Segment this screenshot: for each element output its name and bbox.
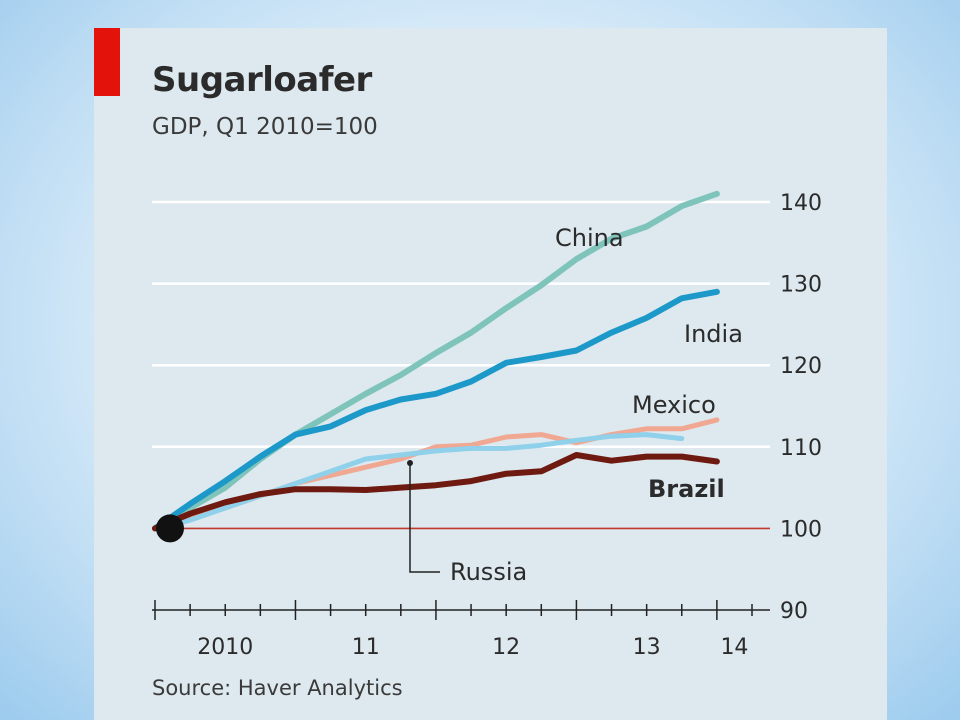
russia-leader-line [409,463,440,573]
series-label-china: China [555,224,624,252]
y-tick-label-90: 90 [780,599,808,624]
chart-subtitle: GDP, Q1 2010=100 [152,114,378,140]
start-marker-group [156,514,184,543]
x-tick-label-11: 11 [352,635,380,660]
x-tick-label-12: 12 [492,635,520,660]
series-label-brazil: Brazil [648,475,725,503]
series-line-brazil [152,452,720,532]
x-tick-label-13: 13 [633,635,661,660]
series-label-russia: Russia [450,558,527,586]
series-lines [152,190,720,532]
series-line-india [152,288,720,532]
y-tick-label-110: 110 [780,436,822,461]
x-tick-label-14: 14 [720,635,748,660]
series-label-mexico: Mexico [632,391,716,419]
chart-title: Sugarloafer [152,60,372,100]
x-axis: 2010 11 12 13 14 [152,600,770,660]
series-line-china [152,190,720,532]
start-marker [156,514,184,543]
series-line-russia [152,432,685,531]
y-tick-label-120: 120 [780,354,822,379]
brand-tab [94,28,120,96]
y-axis: 90 100 110 120 130 140 [780,191,822,624]
y-tick-label-100: 100 [780,517,822,542]
annotations: China India Mexico Brazil Russia [407,224,743,586]
x-tick-label-2010: 2010 [197,635,253,660]
chart-source: Source: Haver Analytics [152,676,403,700]
series-label-india: India [684,320,743,348]
y-tick-label-130: 130 [780,273,822,298]
y-tick-label-140: 140 [780,191,822,216]
russia-leader-dot [407,460,413,466]
